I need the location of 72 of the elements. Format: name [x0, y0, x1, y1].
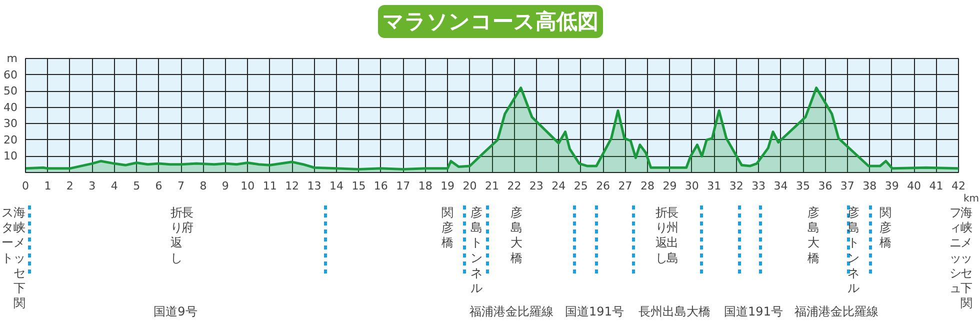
- x-tick-label: 5: [133, 180, 140, 192]
- x-tick-label: 41: [929, 180, 944, 192]
- x-tick-label: 25: [574, 180, 588, 192]
- x-tick-label: 6: [155, 180, 162, 192]
- x-tick-label: 20: [462, 180, 477, 192]
- y-tick-label: 50: [4, 84, 18, 98]
- chart-title: マラソンコース高低図: [382, 10, 598, 34]
- x-tick-label: 31: [707, 180, 722, 192]
- x-tick-label: 22: [507, 180, 522, 192]
- x-tick-label: 38: [862, 180, 877, 192]
- x-tick-label: 33: [752, 180, 766, 192]
- x-tick-label: 4: [110, 180, 118, 192]
- text: 関彦橋: [442, 206, 454, 250]
- text: 折り返し: [170, 206, 182, 265]
- text: 彦島トンネル: [470, 206, 482, 296]
- y-tick-label: 10: [4, 150, 18, 163]
- x-tick-label: 23: [529, 180, 544, 192]
- x-tick-label: 35: [796, 180, 810, 192]
- x-tick-label: 39: [884, 180, 899, 192]
- x-tick-label: 11: [262, 180, 277, 192]
- y-tick-label: m: [6, 52, 18, 65]
- text: 折り返し: [656, 206, 668, 265]
- y-tick-label: 20: [4, 133, 18, 146]
- x-tick-label: 21: [485, 180, 499, 192]
- text: フィニッシュ: [950, 206, 962, 296]
- text: 関彦橋: [880, 206, 892, 250]
- x-tick-label: 32: [729, 180, 744, 192]
- x-tick-label: 24: [552, 180, 566, 192]
- x-tick-label: 16: [374, 180, 388, 192]
- x-tick-label: 29: [662, 180, 677, 192]
- x-tick-label: 12: [285, 180, 300, 192]
- text: 国道191号: [724, 304, 783, 318]
- y-tick-label: 40: [4, 100, 18, 114]
- x-tick-label: 18: [418, 180, 432, 192]
- x-tick-label: 34: [774, 180, 788, 192]
- text: 福浦港金比羅線: [794, 304, 878, 318]
- x-tick-label: 40: [907, 180, 922, 192]
- x-tick-label: 17: [396, 180, 410, 192]
- text: 彦島トンネル: [848, 206, 860, 296]
- x-tick-label: 27: [618, 180, 632, 192]
- y-tick-label: 30: [4, 117, 18, 130]
- x-tick-label: 28: [640, 180, 654, 192]
- x-tick-label: 36: [818, 180, 832, 192]
- x-tick-label: 3: [88, 180, 96, 192]
- x-tick-label: 30: [684, 180, 699, 192]
- text: 彦島大橋: [510, 206, 522, 265]
- x-tick-label: 8: [200, 180, 207, 192]
- text: 海峡メッセ下関: [14, 206, 26, 310]
- x-tick-label: 42: [952, 180, 966, 192]
- x-tick-label: 26: [596, 180, 610, 192]
- x-tick-label: 37: [840, 180, 854, 192]
- text: 彦島大橋: [808, 206, 820, 265]
- text: 長府: [182, 206, 194, 235]
- x-axis-title: km: [964, 194, 980, 204]
- x-tick-label: 0: [22, 180, 29, 192]
- text: 長州出島: [666, 206, 678, 265]
- x-tick-label: 10: [240, 180, 255, 192]
- text: 長州出島大橋: [638, 304, 710, 318]
- x-tick-label: 1: [44, 180, 52, 192]
- y-tick-label: 60: [4, 68, 18, 82]
- x-tick-label: 15: [352, 180, 366, 192]
- x-tick-label: 19: [440, 180, 455, 192]
- text: スタート: [2, 206, 14, 265]
- text: 海峡メッセ下関: [960, 206, 972, 310]
- text: 国道9号: [154, 304, 198, 318]
- x-tick-label: 2: [66, 180, 74, 192]
- x-tick-label: 14: [330, 180, 344, 192]
- x-tick-label: 13: [307, 180, 322, 192]
- x-tick-label: 9: [222, 180, 229, 192]
- text: 国道191号: [565, 304, 624, 318]
- x-tick-label: 7: [178, 180, 184, 192]
- text: 福浦港金比羅線: [470, 304, 554, 318]
